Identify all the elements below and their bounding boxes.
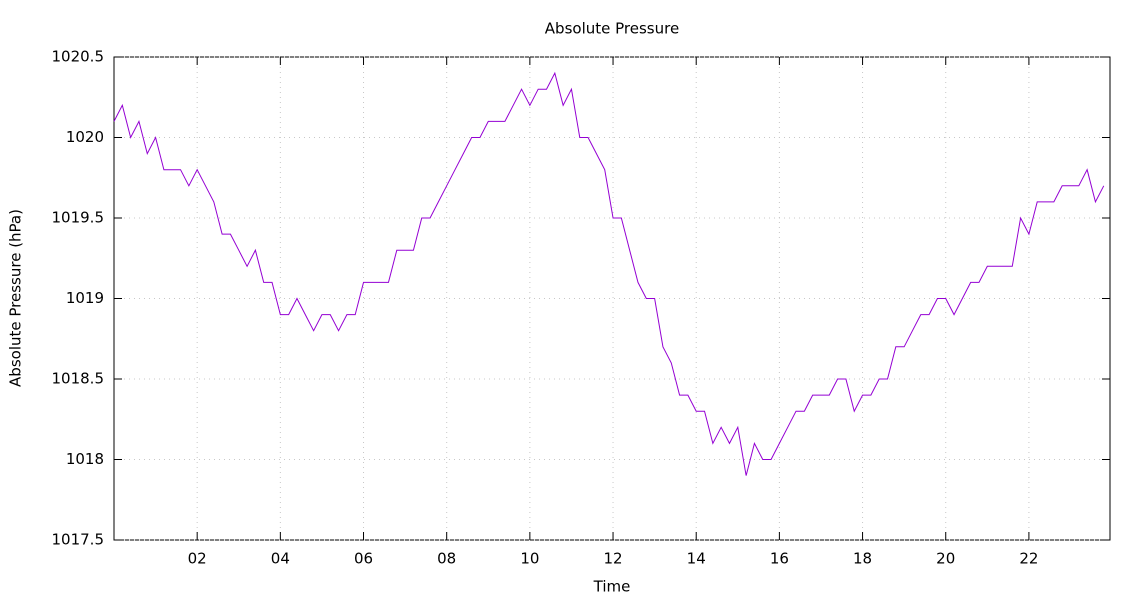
data-line (113, 71, 1105, 476)
x-tick-label: 08 (437, 550, 456, 568)
x-tick-label: 12 (603, 550, 622, 568)
y-tick-label: 1020 (66, 128, 104, 146)
x-tick-label: 14 (687, 550, 706, 568)
x-tick-label: 06 (354, 550, 373, 568)
x-tick-label: 04 (271, 550, 290, 568)
x-tick-label: 20 (936, 550, 955, 568)
y-tick-label: 1019 (66, 289, 104, 307)
chart-title: Absolute Pressure (545, 20, 679, 38)
plot-frame (113, 56, 1111, 541)
y-axis-label: Absolute Pressure (hPa) (7, 209, 25, 387)
y-tick-label: 1018.5 (52, 370, 105, 388)
x-tick-label: 10 (520, 550, 539, 568)
y-tick-label: 1020.5 (52, 48, 105, 66)
y-tick-label: 1018 (66, 450, 104, 468)
x-tick-label: 16 (770, 550, 789, 568)
x-tick-label: 22 (1019, 550, 1038, 568)
y-tick-label: 1019.5 (52, 209, 105, 227)
x-axis-label: Time (593, 578, 631, 596)
y-tick-label: 1017.5 (52, 531, 105, 549)
x-tick-label: 02 (188, 550, 207, 568)
x-tick-label: 18 (853, 550, 872, 568)
